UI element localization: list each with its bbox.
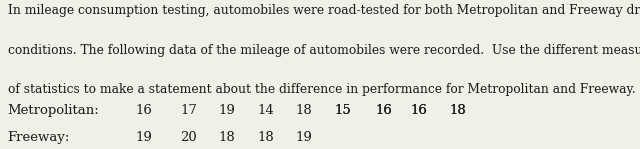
Text: 17: 17 [180, 104, 197, 117]
Text: 19: 19 [296, 131, 312, 144]
Text: 18: 18 [257, 131, 274, 144]
Text: Metropolitan:: Metropolitan: [8, 104, 99, 117]
Text: of statistics to make a statement about the difference in performance for Metrop: of statistics to make a statement about … [8, 83, 636, 96]
Text: Freeway:: Freeway: [8, 131, 70, 144]
Text: 16: 16 [376, 104, 392, 117]
Text: In mileage consumption testing, automobiles were road-tested for both Metropolit: In mileage consumption testing, automobi… [8, 4, 640, 17]
Text: 18: 18 [296, 104, 312, 117]
Text: 19: 19 [136, 131, 152, 144]
Text: 15: 15 [334, 104, 351, 117]
Text: 18: 18 [219, 131, 236, 144]
Text: 16: 16 [136, 104, 152, 117]
Text: 14: 14 [257, 104, 274, 117]
Text: 16: 16 [411, 104, 428, 117]
Text: 20: 20 [180, 131, 197, 144]
Text: 18: 18 [449, 104, 466, 117]
Text: 15: 15 [334, 104, 351, 117]
Text: 18: 18 [449, 104, 466, 117]
Text: conditions. The following data of the mileage of automobiles were recorded.  Use: conditions. The following data of the mi… [8, 44, 640, 57]
Text: 16: 16 [411, 104, 428, 117]
Text: 19: 19 [219, 104, 236, 117]
Text: 16: 16 [376, 104, 392, 117]
